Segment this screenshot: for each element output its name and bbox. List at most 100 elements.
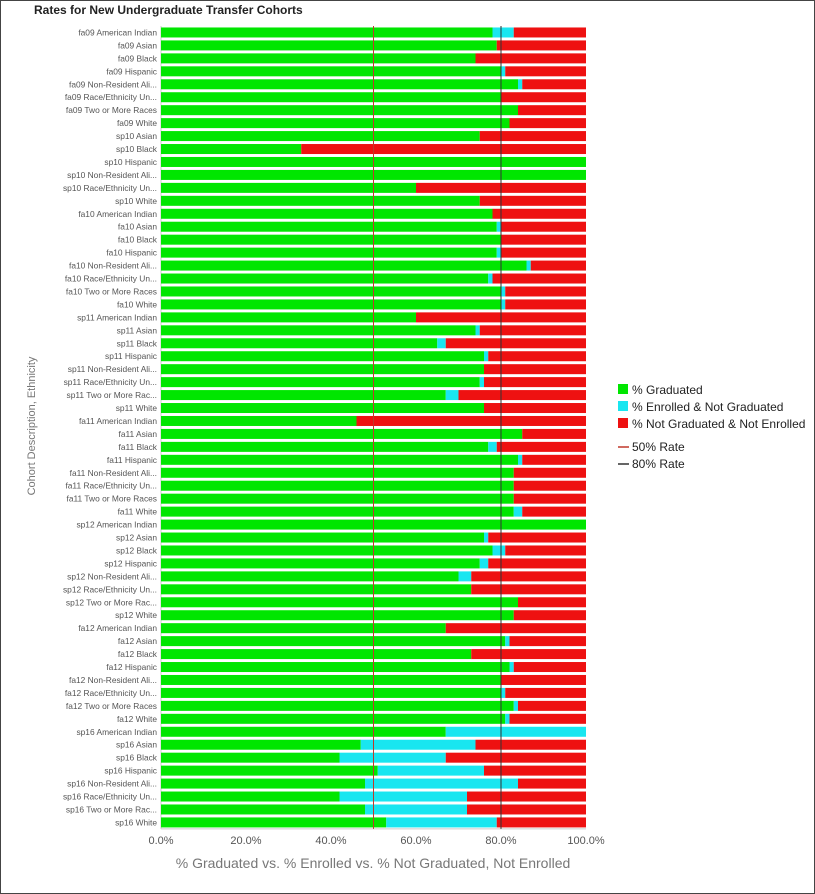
graduated-segment[interactable] [161,415,357,426]
graduated-segment[interactable] [161,286,501,297]
bar-row-sp16-non-resident-ali[interactable] [161,778,586,789]
legend-item-80-rate[interactable]: 80% Rate [618,457,685,471]
graduated-segment[interactable] [161,558,480,569]
enrolled-segment[interactable] [437,338,446,349]
not-enrolled-segment[interactable] [509,713,587,724]
bar-row-sp16-hispanic[interactable] [161,765,586,776]
enrolled-segment[interactable] [445,390,459,401]
bar-row-fa10-race-ethnicity-un[interactable] [161,273,587,284]
enrolled-segment[interactable] [505,636,510,647]
graduated-segment[interactable] [161,325,476,336]
not-enrolled-segment[interactable] [522,79,586,90]
bar-row-fa11-asian[interactable] [161,428,586,439]
not-enrolled-segment[interactable] [501,674,586,685]
enrolled-segment[interactable] [386,817,497,828]
graduated-segment[interactable] [161,299,501,310]
not-enrolled-segment[interactable] [488,558,586,569]
bar-row-fa10-non-resident-ali[interactable] [161,260,586,271]
not-enrolled-segment[interactable] [505,687,586,698]
enrolled-segment[interactable] [513,506,523,517]
legend-item-50-rate[interactable]: 50% Rate [618,440,685,454]
enrolled-segment[interactable] [458,571,472,582]
not-enrolled-segment[interactable] [501,234,586,245]
bar-row-fa09-hispanic[interactable] [161,66,586,77]
not-enrolled-segment[interactable] [484,364,586,375]
not-enrolled-segment[interactable] [496,441,586,452]
enrolled-segment[interactable] [496,247,501,258]
not-enrolled-segment[interactable] [522,428,586,439]
bar-row-fa10-american-indian[interactable] [161,208,587,219]
graduated-segment[interactable] [161,817,387,828]
bar-row-fa09-asian[interactable] [161,40,586,51]
not-enrolled-segment[interactable] [505,66,586,77]
not-enrolled-segment[interactable] [356,415,587,426]
graduated-segment[interactable] [161,674,501,685]
enrolled-segment[interactable] [479,558,489,569]
enrolled-segment[interactable] [365,804,467,815]
not-enrolled-segment[interactable] [530,260,586,271]
graduated-segment[interactable] [161,338,438,349]
not-enrolled-segment[interactable] [509,118,587,129]
graduated-segment[interactable] [161,131,480,142]
not-enrolled-segment[interactable] [501,221,586,232]
graduated-segment[interactable] [161,428,523,439]
bar-row-fa09-non-resident-ali[interactable] [161,79,586,90]
bar-row-sp16-american-indian[interactable] [161,726,586,737]
bar-row-sp10-asian[interactable] [161,131,586,142]
graduated-segment[interactable] [161,687,501,698]
not-enrolled-segment[interactable] [509,636,587,647]
bar-row-fa11-white[interactable] [161,506,586,517]
graduated-segment[interactable] [161,66,501,77]
bar-row-sp12-hispanic[interactable] [161,558,586,569]
bar-row-fa12-hispanic[interactable] [161,662,586,673]
bar-row-sp16-asian[interactable] [161,739,587,750]
enrolled-segment[interactable] [496,221,501,232]
graduated-segment[interactable] [161,364,484,375]
graduated-segment[interactable] [161,454,518,465]
not-enrolled-segment[interactable] [513,480,586,491]
not-enrolled-segment[interactable] [522,506,586,517]
not-enrolled-segment[interactable] [513,493,586,504]
bar-row-fa12-black[interactable] [161,649,586,660]
graduated-segment[interactable] [161,610,514,621]
graduated-segment[interactable] [161,713,506,724]
not-enrolled-segment[interactable] [522,454,586,465]
bar-row-sp11-race-ethnicity-un[interactable] [161,377,586,388]
graduated-segment[interactable] [161,752,340,763]
legend-item-enrolled-not-graduated[interactable]: % Enrolled & Not Graduated [618,400,783,414]
not-enrolled-segment[interactable] [518,105,586,116]
enrolled-segment[interactable] [501,66,506,77]
not-enrolled-segment[interactable] [492,208,587,219]
enrolled-segment[interactable] [484,351,489,362]
bar-row-sp12-two-or-more-rac[interactable] [161,597,586,608]
bar-row-sp11-two-or-more-rac[interactable] [161,390,586,401]
legend[interactable]: % Graduated % Enrolled & Not Graduated % N… [618,383,805,471]
not-enrolled-segment[interactable] [492,273,587,284]
graduated-segment[interactable] [161,726,446,737]
bar-row-fa09-black[interactable] [161,53,586,64]
graduated-segment[interactable] [161,804,365,815]
bar-row-fa11-american-indian[interactable] [161,415,587,426]
not-enrolled-segment[interactable] [467,804,586,815]
graduated-segment[interactable] [161,27,493,38]
graduated-segment[interactable] [161,597,518,608]
not-enrolled-segment[interactable] [501,247,586,258]
enrolled-segment[interactable] [518,79,523,90]
graduated-segment[interactable] [161,79,518,90]
not-enrolled-segment[interactable] [518,778,586,789]
bar-row-sp12-black[interactable] [161,545,586,556]
not-enrolled-segment[interactable] [484,377,586,388]
graduated-segment[interactable] [161,182,416,193]
graduated-segment[interactable] [161,623,446,634]
enrolled-segment[interactable] [513,700,518,711]
enrolled-segment[interactable] [492,27,514,38]
bar-row-fa10-hispanic[interactable] [161,247,586,258]
graduated-segment[interactable] [161,40,497,51]
graduated-segment[interactable] [161,221,497,232]
enrolled-segment[interactable] [475,325,480,336]
bar-row-sp11-non-resident-ali[interactable] [161,364,586,375]
graduated-segment[interactable] [161,493,514,504]
not-enrolled-segment[interactable] [471,571,586,582]
not-enrolled-segment[interactable] [475,739,587,750]
not-enrolled-segment[interactable] [505,545,586,556]
